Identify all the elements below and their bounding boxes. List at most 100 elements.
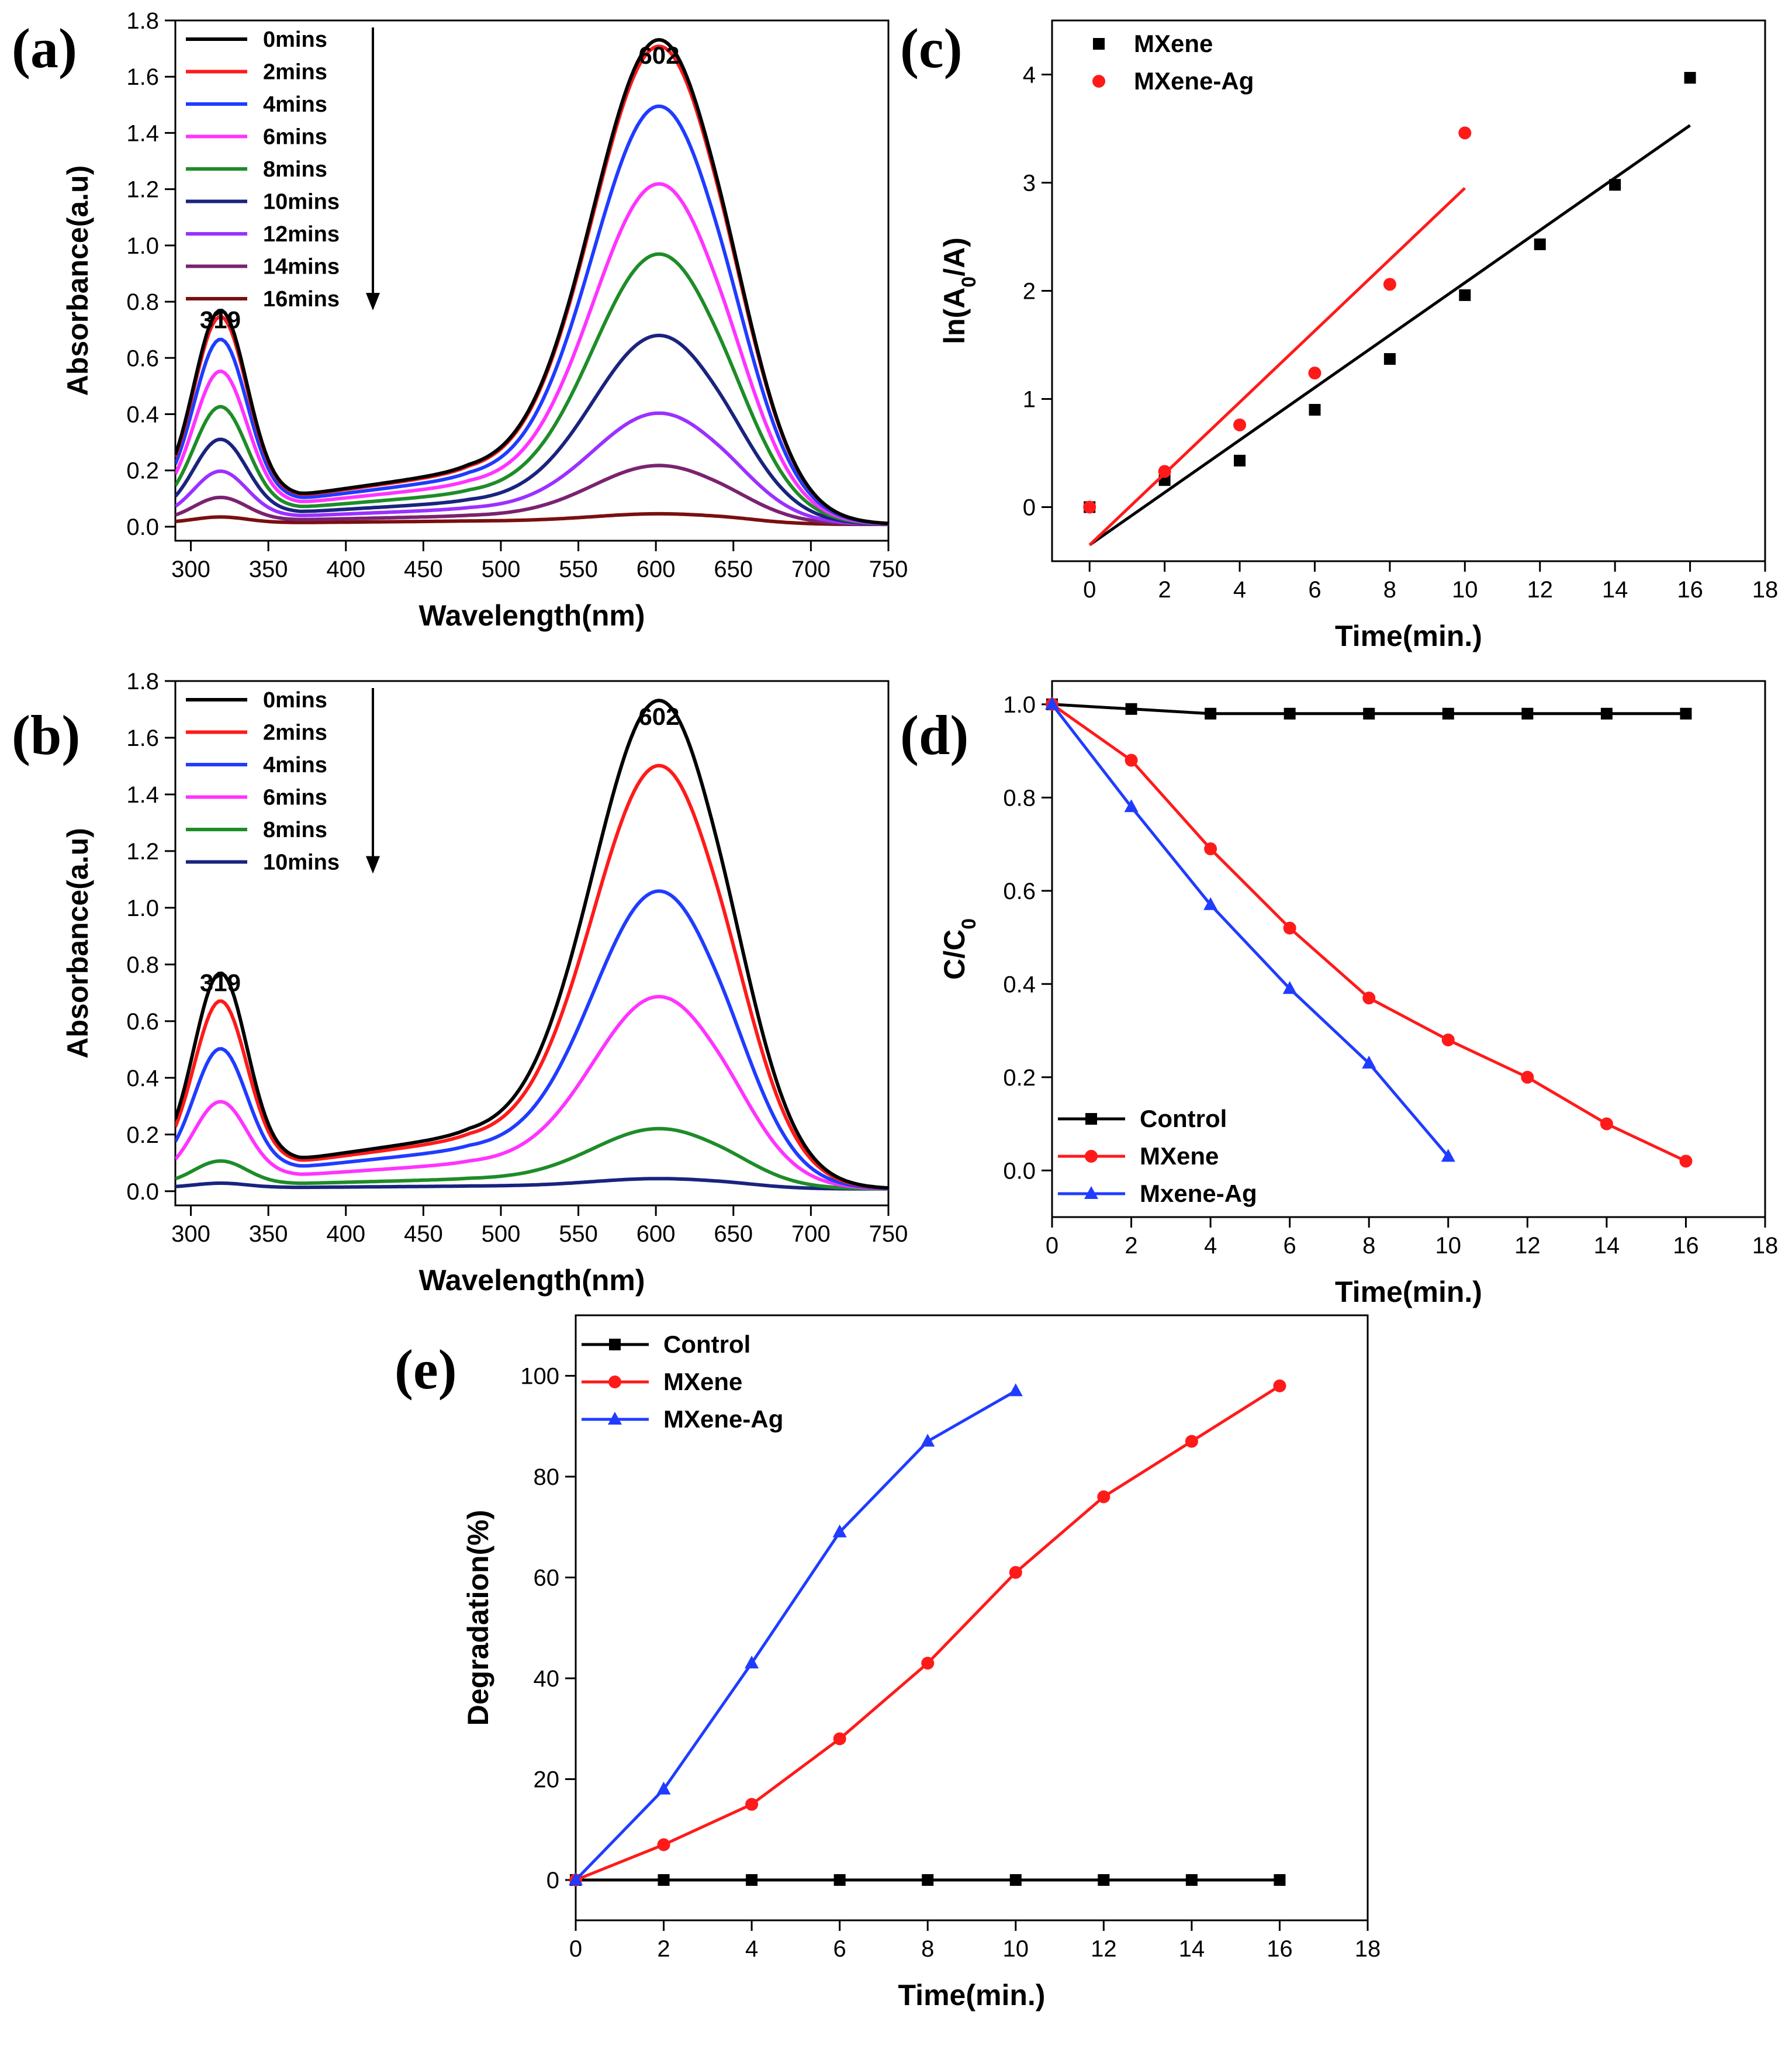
y-tick-label-e-2: 40	[534, 1666, 560, 1692]
spectrum-line-a-0mins	[175, 37, 888, 526]
peak-annotation-a-1: 602	[638, 42, 679, 69]
plot-frame-e	[575, 1314, 1369, 1921]
data-point-e-s1-3	[833, 1732, 846, 1746]
y-tick-label-d-4: 0.8	[1003, 785, 1036, 811]
data-point-d-s0-5	[1442, 707, 1454, 720]
data-point-c-s0-8	[1684, 72, 1696, 84]
y-tick-label-e-4: 80	[534, 1464, 560, 1490]
y-tick-label-b-7: 1.4	[126, 782, 159, 808]
data-point-d-s2-2	[1203, 897, 1218, 910]
panel-b-absorbance-chart: 300 350 400 450 500 550 600 650 700 750 0.0 0.2 0.4 0…	[12, 669, 908, 1297]
spectrum-line-a-10mins	[175, 333, 888, 526]
y-tick-label-c-1: 1	[1023, 387, 1036, 413]
x-tick-label-c-2: 4	[1233, 577, 1246, 603]
x-tick-label-c-1: 2	[1158, 577, 1171, 603]
x-tick-label-a-5: 550	[559, 557, 598, 582]
x-tick-label-c-7: 14	[1602, 577, 1628, 603]
panel-label-e: (e)	[395, 1338, 457, 1401]
data-point-e-legend-s0-0	[609, 1339, 621, 1350]
data-point-c-s0-5	[1459, 289, 1471, 301]
data-point-d-s1-6	[1521, 1070, 1534, 1084]
legend-label-c-1: MXene-Ag	[1134, 67, 1254, 95]
x-tick-label-e-6: 12	[1091, 1936, 1117, 1962]
data-point-d-s1-2	[1204, 842, 1217, 856]
data-point-c-s1-4	[1383, 278, 1396, 291]
x-tick-label-d-5: 10	[1435, 1233, 1462, 1259]
data-point-d-s2-3	[1282, 981, 1297, 994]
x-tick-label-e-3: 6	[833, 1936, 846, 1962]
y-tick-label-b-6: 1.2	[126, 839, 159, 865]
y-tick-label-d-5: 1.0	[1003, 692, 1036, 718]
data-point-e-s1-7	[1185, 1435, 1198, 1448]
x-tick-label-a-2: 400	[326, 557, 365, 582]
x-tick-label-d-4: 8	[1362, 1233, 1375, 1259]
panel-label-c: (c)	[900, 17, 963, 80]
x-tick-label-e-7: 14	[1179, 1936, 1205, 1962]
data-point-d-s0-8	[1680, 707, 1692, 720]
y-tick-label-a-6: 1.2	[126, 177, 159, 203]
x-tick-label-a-3: 450	[404, 557, 443, 582]
legend-label-a-1: 2mins	[263, 60, 327, 85]
panel-c-kinetics-chart: 0 2 4 6 8 10 12 14 16 1801234Time(min.)ln(A0/A)(c…	[900, 17, 1778, 652]
fit-line-c-0	[1088, 124, 1691, 547]
x-tick-label-a-4: 500	[482, 557, 521, 582]
plot-frame-b	[174, 680, 890, 1207]
spectrum-line-b-10mins	[175, 1177, 888, 1191]
y-tick-label-d-0: 0.0	[1003, 1158, 1036, 1184]
panel-label-a: (a)	[12, 17, 77, 80]
legend-label-b-2: 4mins	[263, 753, 327, 777]
spectrum-line-b-6mins	[175, 994, 888, 1191]
y-tick-label-e-1: 20	[534, 1767, 560, 1793]
data-point-d-s1-8	[1679, 1155, 1693, 1168]
data-point-e-s1-8	[1273, 1379, 1286, 1392]
x-tick-label-c-9: 18	[1752, 577, 1779, 603]
x-tick-label-c-5: 10	[1452, 577, 1478, 603]
y-tick-label-a-3: 0.6	[126, 345, 159, 371]
x-tick-label-e-1: 2	[657, 1936, 670, 1962]
data-point-c-legend-s1-0	[1092, 75, 1105, 88]
data-point-d-legend-s1-0	[1085, 1150, 1098, 1163]
x-tick-label-a-6: 600	[636, 557, 676, 582]
x-tick-label-d-8: 16	[1673, 1233, 1699, 1259]
y-tick-label-b-2: 0.4	[126, 1066, 159, 1091]
x-tick-label-d-9: 18	[1752, 1233, 1779, 1259]
y-tick-label-a-9: 1.8	[126, 8, 159, 34]
data-point-d-s0-1	[1125, 703, 1137, 715]
legend-label-a-0: 0mins	[263, 27, 327, 52]
data-point-d-s2-5	[1441, 1149, 1455, 1162]
x-tick-label-a-0: 300	[171, 557, 210, 582]
legend-label-b-5: 10mins	[263, 851, 340, 875]
data-point-d-s0-2	[1205, 707, 1217, 720]
data-point-d-s1-4	[1362, 991, 1376, 1005]
data-point-e-s0-3	[833, 1874, 846, 1886]
data-point-d-s2-0	[1045, 696, 1059, 710]
x-axis-label-d: Time(min.)	[1335, 1276, 1482, 1308]
y-tick-label-a-5: 1.0	[126, 233, 159, 259]
y-axis-label-b: Absorbance(a.u)	[61, 828, 94, 1059]
data-point-d-s1-5	[1441, 1033, 1455, 1046]
data-point-e-s0-4	[922, 1874, 934, 1886]
x-tick-label-d-0: 0	[1046, 1233, 1058, 1259]
x-tick-label-b-8: 700	[791, 1221, 831, 1247]
spectrum-line-b-0mins	[175, 699, 888, 1190]
x-tick-label-b-4: 500	[482, 1221, 521, 1247]
x-axis-label-a: Wavelength(nm)	[418, 599, 645, 632]
data-point-c-s1-3	[1308, 367, 1321, 380]
data-point-d-legend-s0-0	[1085, 1113, 1097, 1125]
x-tick-label-b-5: 550	[559, 1221, 598, 1247]
data-point-d-s0-4	[1363, 707, 1375, 720]
panel-a-absorbance-chart: 300 350 400 450 500 550 600 650 700 750 0.0 0.2 0.4 0…	[12, 8, 908, 632]
legend-arrow-head-a	[366, 293, 380, 310]
legend-label-d-0: Control	[1140, 1105, 1227, 1132]
data-point-c-s1-2	[1233, 418, 1247, 431]
data-point-d-s1-7	[1600, 1117, 1613, 1131]
y-tick-label-a-1: 0.2	[126, 458, 159, 484]
data-point-d-s2-4	[1362, 1055, 1376, 1069]
spectrum-line-a-12mins	[175, 411, 888, 526]
peak-annotation-b-0: 319	[200, 969, 241, 997]
x-axis-label-e: Time(min.)	[898, 1979, 1046, 2012]
x-tick-label-c-8: 16	[1677, 577, 1703, 603]
x-tick-label-b-3: 450	[404, 1221, 443, 1247]
x-tick-label-b-6: 600	[636, 1221, 676, 1247]
y-tick-label-e-3: 60	[534, 1565, 560, 1591]
